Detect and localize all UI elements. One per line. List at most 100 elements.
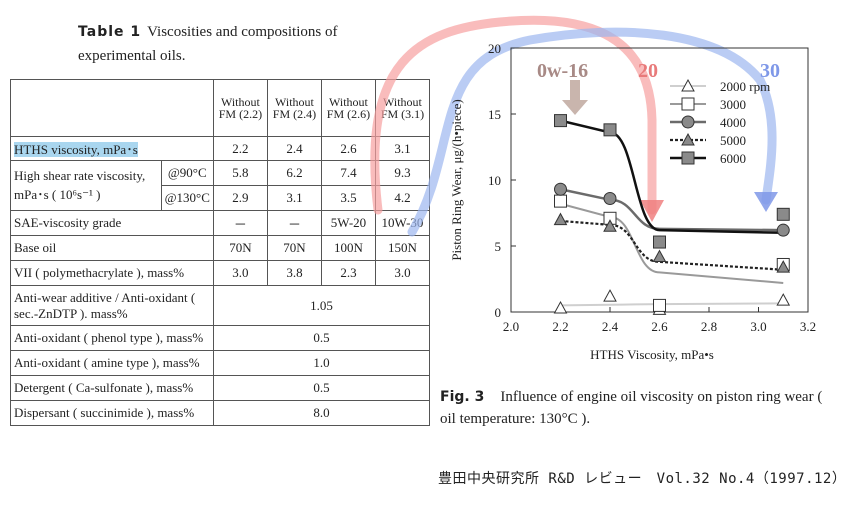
oil-composition-table: Without FM (2.2) Without FM (2.4) Withou… xyxy=(10,79,431,426)
cell: 1.05 xyxy=(212,285,431,326)
y-axis-label: Piston Ring Wear, μg/(h•piece) xyxy=(449,99,464,260)
x-tick-label: 2.4 xyxy=(602,319,619,334)
row-label: Detergent ( Ca-sulfonate ), mass% xyxy=(10,375,214,401)
cell: 2.9 xyxy=(212,185,268,211)
annotation-30: 30 xyxy=(760,60,780,82)
table-row: Detergent ( Ca-sulfonate ), mass% 0.5 xyxy=(10,375,431,401)
data-point xyxy=(652,249,667,263)
axis-ticks: 2.0 2.2 2.4 2.6 2.8 3.0 3.2 0 5 10 15 20 xyxy=(488,41,816,334)
cell: 3.5 xyxy=(320,185,376,211)
legend-marker xyxy=(681,78,695,92)
data-point xyxy=(653,298,666,312)
legend: 2000 rpm 3000 4000 5000 6000 xyxy=(670,78,770,166)
cell: 150N xyxy=(374,235,431,261)
table-row: Dispersant ( succinimide ), mass% 8.0 xyxy=(10,400,431,426)
cell: 3.1 xyxy=(266,185,322,211)
table-row: VII ( polymethacrylate ), mass% 3.0 3.8 … xyxy=(10,260,431,286)
table-row: Base oil 70N 70N 100N 150N xyxy=(10,235,431,261)
y-tick-label: 5 xyxy=(495,239,502,254)
x-tick-label: 2.0 xyxy=(503,319,519,334)
row-label: Anti-oxidant ( phenol type ), mass% xyxy=(10,325,214,351)
data-point xyxy=(776,207,790,221)
data-point xyxy=(603,191,617,205)
table-caption: Viscosities and compositions of experime… xyxy=(78,24,338,64)
cell: 2.4 xyxy=(266,136,322,161)
x-axis-label: HTHS Viscosity, mPa•s xyxy=(590,347,714,362)
legend-label: 5000 xyxy=(720,133,746,148)
y-tick-label: 20 xyxy=(488,41,501,56)
x-tick-label: 2.6 xyxy=(651,319,668,334)
data-point xyxy=(776,260,791,273)
data-point xyxy=(776,223,790,237)
row-sublabel: @90°C xyxy=(160,160,214,186)
table-label: Table 1 xyxy=(78,24,142,40)
cell: － xyxy=(266,210,322,236)
x-tick-label: 2.8 xyxy=(701,319,717,334)
hths-label: HTHS viscosity, mPa･s xyxy=(14,142,138,157)
data-points xyxy=(553,114,791,315)
legend-label: 3000 xyxy=(720,97,746,112)
figure-label: Fig. 3 xyxy=(440,389,485,405)
row-label: Dispersant ( succinimide ), mass% xyxy=(10,400,214,426)
data-point xyxy=(554,114,567,128)
x-tick-label: 2.2 xyxy=(552,319,568,334)
cell: 3.8 xyxy=(266,260,322,286)
cell: 5.8 xyxy=(212,160,268,186)
fit-curve xyxy=(560,302,784,307)
data-point xyxy=(603,123,617,137)
data-point xyxy=(554,194,567,208)
legend-label: 6000 xyxy=(720,151,746,166)
data-point xyxy=(653,235,666,249)
data-point xyxy=(603,219,617,232)
cell: 1.0 xyxy=(212,350,431,376)
cell: 8.0 xyxy=(212,400,431,426)
cell: 0.5 xyxy=(212,375,431,401)
y-tick-label: 0 xyxy=(495,305,502,320)
blue-annotation-arrowhead xyxy=(754,192,778,212)
table-row: @130°C 2.9 3.1 3.5 4.2 xyxy=(11,185,431,211)
annotation-20: 20 xyxy=(638,60,658,82)
table-title: Table 1 Viscosities and compositions of e… xyxy=(78,20,378,68)
data-point xyxy=(553,300,568,314)
fit-curve xyxy=(560,188,784,232)
page-footer: 豊田中央研究所 R&D レビュー Vol.32 No.4（1997.12） xyxy=(438,471,847,487)
table-row: High shear rate viscosity, mPa･s ( 10⁶s⁻… xyxy=(10,160,431,211)
data-point xyxy=(603,289,617,302)
annotation-0w16: 0w-16 xyxy=(537,60,588,82)
figure-caption-text: Influence of engine oil viscosity on pis… xyxy=(440,389,823,427)
y-tick-label: 10 xyxy=(488,173,501,188)
legend-marker xyxy=(681,151,695,165)
x-tick-label: 3.0 xyxy=(750,319,766,334)
header-cell: Without FM (2.6) xyxy=(320,79,376,137)
table-row: SAE-viscosity grade － － 5W-20 10W-30 xyxy=(10,210,431,236)
row-label: SAE-viscosity grade xyxy=(10,210,214,236)
brown-annotation-arrow xyxy=(562,80,588,115)
row-label: VII ( polymethacrylate ), mass% xyxy=(10,260,214,286)
legend-label: 2000 rpm xyxy=(720,79,770,94)
fit-curve xyxy=(560,202,784,284)
table-row: Anti-oxidant ( phenol type ), mass% 0.5 xyxy=(10,325,431,351)
cell: 100N xyxy=(320,235,376,261)
fit-curves xyxy=(560,119,784,307)
fit-curve xyxy=(560,119,784,235)
table-row: Anti-wear additive / Anti-oxidant ( sec.… xyxy=(10,285,431,326)
legend-marker xyxy=(681,132,695,146)
cell: 2.2 xyxy=(212,136,268,161)
data-point xyxy=(553,212,568,226)
data-point xyxy=(554,182,567,196)
red-annotation-arc xyxy=(370,15,657,215)
row-label: Anti-wear additive / Anti-oxidant ( sec.… xyxy=(10,285,214,326)
legend-label: 4000 xyxy=(720,115,746,130)
x-tick-label: 3.2 xyxy=(800,319,816,334)
cell: 3.0 xyxy=(374,260,431,286)
data-point xyxy=(776,293,791,306)
blue-annotation-arc xyxy=(407,27,777,237)
y-tick-label: 15 xyxy=(488,107,501,122)
table-header-row: Without FM (2.2) Without FM (2.4) Withou… xyxy=(10,79,431,137)
legend-marker xyxy=(681,97,695,111)
row-sublabel: @130°C xyxy=(160,185,214,211)
red-annotation-arrowhead xyxy=(640,200,664,222)
cell: 3.1 xyxy=(374,136,431,161)
legend-marker xyxy=(681,115,695,129)
